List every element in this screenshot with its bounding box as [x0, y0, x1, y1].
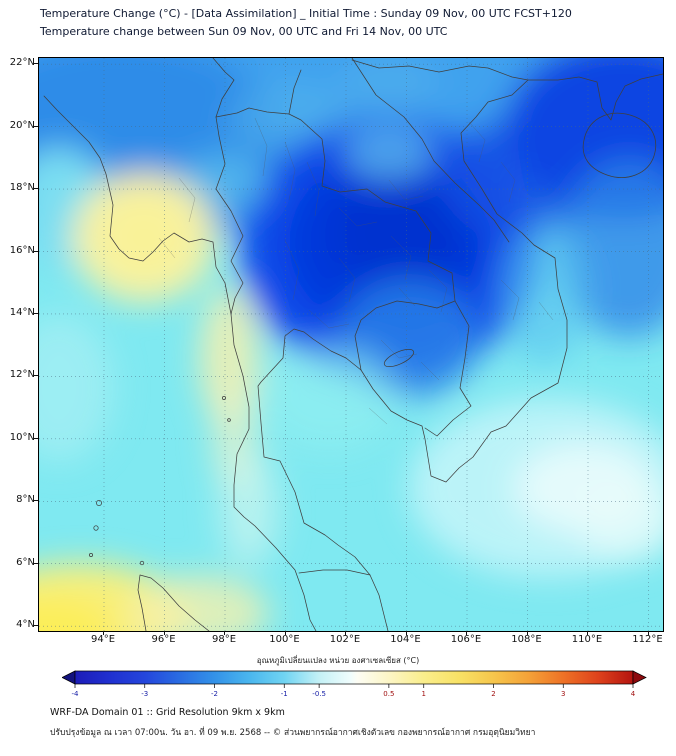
colorbar-left-arrow — [61, 670, 76, 685]
lat-tick-mark — [34, 375, 38, 377]
colorbar-tick-label: 4 — [630, 690, 636, 698]
lon-tick-label: 106°E — [450, 634, 482, 645]
lon-tick-label: 94°E — [90, 634, 116, 645]
colorbar-right-arrow — [632, 670, 647, 685]
province-borders — [158, 117, 554, 425]
lat-tick-label: 20°N — [9, 119, 35, 131]
border-thailand-malaysia — [298, 569, 371, 576]
map-canvas — [38, 57, 664, 632]
lat-tick-mark — [34, 437, 38, 439]
colorbar-gradient-rect — [74, 670, 634, 685]
lat-tick-label: 18°N — [9, 182, 35, 194]
lon-tick-mark — [103, 631, 104, 635]
lon-tick-label: 102°E — [329, 634, 361, 645]
map-plot — [39, 58, 663, 631]
lon-tick-mark — [647, 631, 649, 635]
lat-tick-label: 6°N — [16, 556, 35, 568]
lat-tick-mark — [34, 625, 38, 627]
lon-tick-label: 96°E — [151, 634, 176, 645]
country-borders — [43, 58, 663, 631]
border-thailand-laos-mekong — [215, 107, 456, 302]
coastline-west — [43, 95, 317, 631]
island-small-5 — [227, 418, 231, 422]
lat-tick-mark — [34, 188, 38, 190]
colorbar-tick-label: -1 — [280, 690, 288, 698]
lon-tick-label: 104°E — [390, 634, 421, 645]
lon-tick-mark — [345, 631, 346, 635]
coastline-east — [257, 73, 663, 631]
colorbar-tick-label: 3 — [561, 690, 566, 698]
lat-tick-mark — [34, 500, 38, 502]
lat-tick-label: 10°N — [9, 431, 35, 443]
lon-tick-mark — [284, 631, 286, 635]
colorbar-tick-marks — [74, 684, 634, 688]
colorbar-bar — [61, 670, 647, 688]
colorbar-tick-label: -0.5 — [312, 690, 326, 698]
border-myanmar-thailand — [212, 58, 244, 315]
island-small-2 — [96, 500, 102, 506]
colorbar-tick-label: -2 — [211, 690, 218, 698]
lon-tick-mark — [405, 631, 407, 635]
island-sumatra — [137, 574, 210, 631]
island-small-3 — [89, 553, 93, 557]
border-thailand-cambodia — [354, 300, 456, 371]
lat-tick-mark — [34, 63, 38, 65]
lon-tick-label: 110°E — [571, 634, 603, 645]
border-china-laos — [288, 69, 302, 115]
lon-tick-mark — [587, 631, 588, 635]
lake-tonle-sap — [383, 348, 415, 368]
lat-tick-mark — [34, 250, 38, 252]
lon-tick-label: 108°E — [511, 634, 542, 645]
lon-tick-mark — [163, 631, 165, 635]
lon-tick-mark — [224, 631, 225, 635]
colorbar-tick-label: 0.5 — [383, 690, 395, 698]
lon-tick-mark — [526, 631, 528, 635]
colorbar-tick-label: 2 — [491, 690, 496, 698]
island-small-1 — [93, 525, 99, 531]
lon-tick-label: 112°E — [632, 634, 663, 645]
colorbar: -4 -3 -2 -1 -0.5 0.5 1 2 3 4 — [61, 669, 647, 703]
lat-tick-mark — [34, 125, 38, 127]
colorbar-title: อุณหภูมิเปลี่ยนแปลง หน่วย องศาเซลเซียส (… — [256, 656, 420, 665]
lat-tick-label: 8°N — [16, 494, 35, 506]
colorbar-tick-label: 1 — [421, 690, 426, 698]
border-cambodia-vietnam — [424, 300, 472, 437]
lat-tick-mark — [34, 562, 38, 564]
lat-tick-label: 12°N — [9, 369, 35, 381]
temperature-field — [39, 58, 663, 631]
border-vietnam-laos — [351, 58, 510, 243]
lon-tick-label: 98°E — [211, 634, 237, 645]
island-hainan — [582, 112, 657, 178]
lat-tick-label: 4°N — [16, 619, 35, 631]
grid-lines — [39, 58, 663, 631]
island-small-6 — [139, 560, 145, 566]
colorbar-tick-label: -3 — [141, 690, 149, 698]
lat-tick-mark — [34, 312, 38, 314]
footer-attribution: ปรับปรุงข้อมูล ณ เวลา 07:00น. วัน อา. ที… — [50, 728, 536, 738]
lon-tick-mark — [466, 631, 467, 635]
title-line-2: Temperature change between Sun 09 Nov, 0… — [40, 25, 448, 38]
footer-domain-info: WRF-DA Domain 01 :: Grid Resolution 9km … — [50, 707, 285, 718]
title-line-1: Temperature Change (°C) - [Data Assimila… — [40, 7, 572, 20]
lat-tick-label: 14°N — [9, 306, 35, 318]
lat-tick-label: 16°N — [9, 244, 35, 256]
island-small-4 — [222, 396, 226, 400]
lon-tick-label: 100°E — [269, 634, 300, 645]
colorbar-tick-label: -4 — [71, 690, 79, 698]
border-vietnam-china — [351, 59, 529, 81]
lat-tick-label: 22°N — [9, 57, 35, 69]
